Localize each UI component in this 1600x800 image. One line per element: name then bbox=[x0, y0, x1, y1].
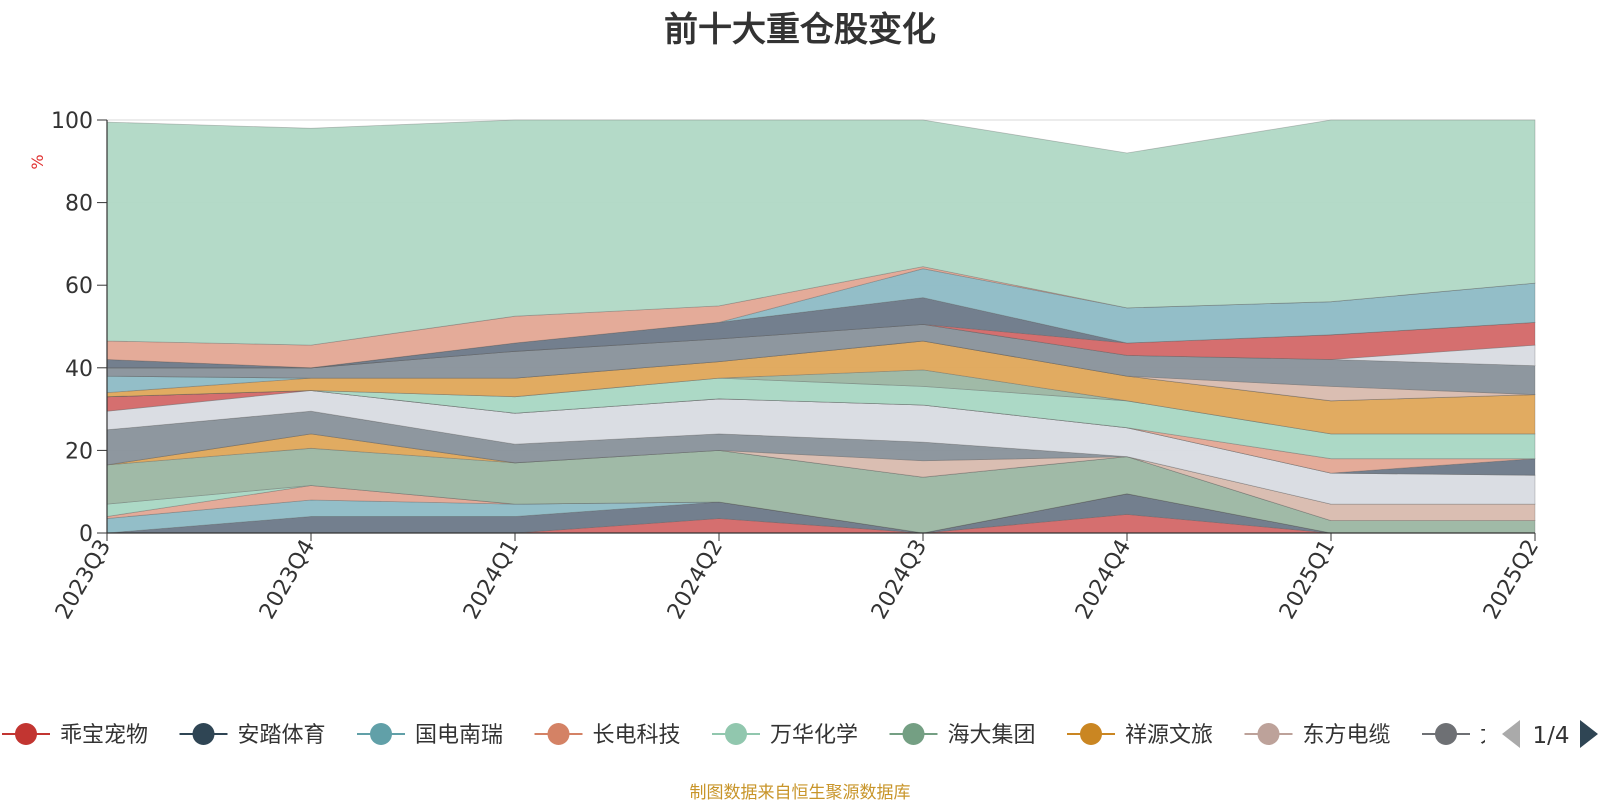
legend-item[interactable]: 长电科技 bbox=[534, 723, 681, 748]
legend-label: 万华化学 bbox=[770, 723, 858, 748]
y-tick-label: 100 bbox=[51, 109, 93, 134]
legend-item[interactable]: 万华化学 bbox=[712, 723, 858, 748]
legend: 乖宝宠物安踏体育国电南瑞长电科技万华化学海大集团祥源文旅东方电缆太1/4 bbox=[2, 712, 1600, 758]
legend-circle-marker bbox=[1435, 723, 1457, 745]
legend-label: 国电南瑞 bbox=[415, 723, 503, 748]
area-series-22 bbox=[106, 268, 1536, 369]
area-series-20 bbox=[107, 321, 1536, 369]
legend-label: 乖宝宠物 bbox=[60, 723, 148, 748]
x-tick-label: 2025Q2 bbox=[1479, 536, 1544, 624]
legend-circle-marker bbox=[1257, 723, 1280, 745]
legend-label: 东方电缆 bbox=[1303, 723, 1391, 748]
legend-next-page-icon[interactable] bbox=[1580, 720, 1598, 748]
legend-item[interactable]: 安踏体育 bbox=[179, 723, 326, 748]
legend-circle-marker bbox=[192, 723, 215, 745]
legend-item[interactable]: 祥源文旅 bbox=[1067, 723, 1213, 748]
x-tick-label: 2023Q4 bbox=[255, 536, 320, 624]
area-series-7 bbox=[106, 433, 1536, 521]
legend-label: 安踏体育 bbox=[238, 723, 326, 748]
legend-circle-marker bbox=[1080, 723, 1102, 745]
legend-item[interactable]: 乖宝宠物 bbox=[2, 723, 148, 748]
y-tick-label: 40 bbox=[65, 357, 93, 382]
legend-item[interactable]: 海大集团 bbox=[889, 723, 1036, 748]
y-tick-label: 20 bbox=[65, 439, 93, 464]
legend-item[interactable]: 东方电缆 bbox=[1244, 723, 1391, 748]
y-tick-label: 60 bbox=[65, 274, 93, 299]
x-tick-label: 2023Q3 bbox=[51, 536, 116, 624]
legend-label: 长电科技 bbox=[593, 723, 681, 748]
legend-circle-marker bbox=[725, 723, 747, 745]
x-tick-label: 2025Q1 bbox=[1275, 536, 1340, 624]
legend-label: 祥源文旅 bbox=[1125, 723, 1213, 748]
legend-circle-marker bbox=[902, 723, 925, 745]
area-layer bbox=[106, 119, 1536, 534]
area-series-9 bbox=[106, 390, 1536, 505]
y-tick-label: 80 bbox=[65, 192, 93, 217]
chart-title: 前十大重仓股变化 bbox=[664, 10, 936, 50]
legend-prev-page-icon[interactable] bbox=[1502, 720, 1520, 748]
x-tick-label: 2024Q3 bbox=[867, 536, 932, 624]
area-series-24 bbox=[106, 119, 1536, 346]
legend-circle-marker bbox=[15, 723, 37, 745]
legend-page-indicator: 1/4 bbox=[1532, 723, 1569, 749]
legend-label: 海大集团 bbox=[948, 723, 1036, 748]
x-tick-label: 2024Q1 bbox=[459, 536, 524, 624]
area-series-21 bbox=[106, 297, 1536, 369]
x-tick-label: 2024Q2 bbox=[663, 536, 728, 624]
legend-circle-marker bbox=[370, 723, 392, 745]
legend-item[interactable]: 国电南瑞 bbox=[357, 723, 503, 748]
x-tick-label: 2024Q4 bbox=[1071, 536, 1136, 624]
area-series-19 bbox=[107, 323, 1536, 369]
y-tick-label: 0 bbox=[79, 522, 93, 547]
legend-circle-marker bbox=[547, 723, 570, 745]
source-footnote: 制图数据来自恒生聚源数据库 bbox=[689, 783, 911, 800]
y-axis-unit-label: % bbox=[28, 154, 47, 169]
